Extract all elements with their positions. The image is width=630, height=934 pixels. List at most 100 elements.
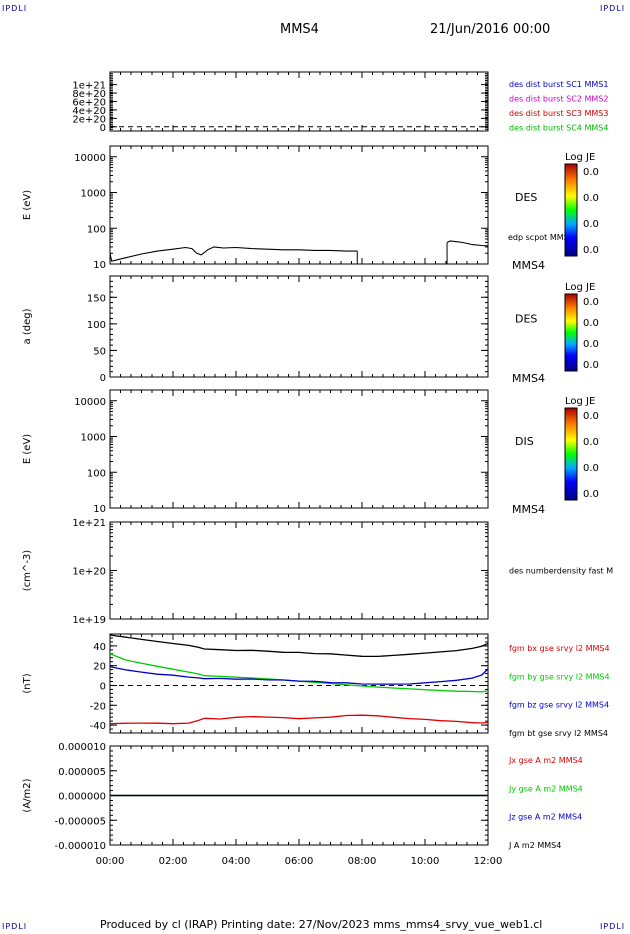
y-tick-label: 1e+21 xyxy=(72,81,106,92)
series-line-fgm-bz xyxy=(109,666,489,685)
x-tick-label: 02:00 xyxy=(159,856,188,867)
y-tick-label: 50 xyxy=(93,346,106,357)
corner-label-bottom-left: IPDLI xyxy=(2,922,28,931)
panel-frame xyxy=(109,521,489,620)
overlay-legend-label: edp scpot MMS4 xyxy=(508,233,574,242)
colorbar-tick-label: 0.0 xyxy=(583,411,599,422)
y-tick-label: 150 xyxy=(87,293,106,304)
y-tick-label: 1e+19 xyxy=(72,615,106,626)
colorbar-title: Log JE xyxy=(565,282,595,293)
y-tick-label: 10 xyxy=(93,260,106,271)
y-tick-label: 10000 xyxy=(74,397,106,408)
colorbar-tick-label: 0.0 xyxy=(583,360,599,371)
y-axis-label: (cm^-3) xyxy=(22,550,33,591)
panel-instrument-label: DIS xyxy=(515,435,534,448)
y-tick-label: 0.000000 xyxy=(58,792,106,803)
legend-label: des dist burst SC4 MMS4 xyxy=(509,124,608,133)
y-tick-label: 100 xyxy=(87,468,106,479)
y-tick-label: 10 xyxy=(93,504,106,515)
colorbar-tick-label: 0.0 xyxy=(583,245,599,256)
y-tick-label: 0.000010 xyxy=(58,742,106,753)
legend-label: des dist burst SC3 MMS3 xyxy=(509,109,608,118)
y-tick-label: 1000 xyxy=(81,189,106,200)
y-axis-label: E (eV) xyxy=(22,434,33,464)
corner-label-top-right: IPDLI xyxy=(600,4,626,13)
y-tick-label: 2e+20 xyxy=(72,114,106,125)
colorbar-tick-label: 0.0 xyxy=(583,193,599,204)
legend-label: J A m2 MMS4 xyxy=(508,841,561,850)
y-tick-label: 40 xyxy=(93,642,106,653)
date-title: 21/Jun/2016 00:00 xyxy=(430,22,551,37)
legend-label: Jy gse A m2 MMS4 xyxy=(508,784,583,793)
y-tick-label: -0.000005 xyxy=(55,816,106,827)
y-tick-label: -20 xyxy=(90,701,106,712)
x-tick-label: 00:00 xyxy=(96,856,125,867)
panel-frame xyxy=(109,145,489,265)
y-axis-label: (nT) xyxy=(22,673,33,693)
x-tick-label: 08:00 xyxy=(348,856,377,867)
panel-spacecraft-label: MMS4 xyxy=(512,503,545,516)
scpot-line xyxy=(109,246,358,262)
colorbar-tick-label: 0.0 xyxy=(583,297,599,308)
panel-frame xyxy=(109,389,489,509)
y-tick-label: 1e+21 xyxy=(72,518,106,529)
y-tick-label: 0.000005 xyxy=(58,767,106,778)
colorbar-tick-label: 0.0 xyxy=(583,339,599,350)
legend-label: Jz gse A m2 MMS4 xyxy=(508,813,582,822)
legend-label: fgm bx gse srvy l2 MMS4 xyxy=(509,644,610,653)
y-tick-label: 0 xyxy=(100,123,106,134)
x-tick-label: 04:00 xyxy=(222,856,251,867)
y-tick-label: -0.000010 xyxy=(55,841,106,852)
x-tick-label: 10:00 xyxy=(411,856,440,867)
series-line-fgm-bx xyxy=(109,714,489,725)
panel-spacecraft-label: MMS4 xyxy=(512,259,545,272)
y-tick-label: 0 xyxy=(100,681,106,692)
y-tick-label: 8e+20 xyxy=(72,89,106,100)
panel-instrument-label: DES xyxy=(515,191,537,204)
legend-label: Jx gse A m2 MMS4 xyxy=(508,756,583,765)
footer-text: Produced by cl (IRAP) Printing date: 27/… xyxy=(100,918,543,931)
spacecraft-title: MMS4 xyxy=(280,22,319,37)
y-tick-label: 1000 xyxy=(81,433,106,444)
legend-label: des dist burst SC2 MMS2 xyxy=(509,95,608,104)
panel-spacecraft-label: MMS4 xyxy=(512,372,545,385)
panel-frame xyxy=(109,275,489,378)
series-line-fgm-by xyxy=(109,653,489,693)
series-line-fgm-bt xyxy=(109,634,489,658)
scpot-line xyxy=(446,240,489,247)
y-tick-label: 100 xyxy=(87,320,106,331)
legend-label: des numberdensity fast M xyxy=(509,567,613,576)
legend-label: fgm bt gse srvy l2 MMS4 xyxy=(509,729,608,738)
colorbar xyxy=(564,293,578,372)
colorbar-tick-label: 0.0 xyxy=(583,437,599,448)
y-tick-label: 10000 xyxy=(74,153,106,164)
y-axis-label: E (eV) xyxy=(22,190,33,220)
y-axis-label: a (deg) xyxy=(22,308,33,344)
y-tick-label: 4e+20 xyxy=(72,106,106,117)
colorbar-tick-label: 0.0 xyxy=(583,489,599,500)
y-tick-label: 0 xyxy=(100,373,106,384)
colorbar xyxy=(564,407,578,501)
colorbar-tick-label: 0.0 xyxy=(583,318,599,329)
colorbar-tick-label: 0.0 xyxy=(583,463,599,474)
colorbar-tick-label: 0.0 xyxy=(583,167,599,178)
panel-frame xyxy=(109,71,489,132)
panel-instrument-label: DES xyxy=(515,313,537,326)
y-tick-label: 1e+20 xyxy=(72,567,106,578)
x-tick-label: 06:00 xyxy=(285,856,314,867)
corner-label-bottom-right: IPDLI xyxy=(600,922,626,931)
y-tick-label: 20 xyxy=(93,662,106,673)
y-tick-label: -40 xyxy=(90,721,106,732)
legend-label: fgm bz gse srvy l2 MMS4 xyxy=(509,701,609,710)
legend-label: fgm by gse srvy l2 MMS4 xyxy=(509,672,610,681)
y-tick-label: 6e+20 xyxy=(72,98,106,109)
colorbar-tick-label: 0.0 xyxy=(583,219,599,230)
y-axis-label: (A/m2) xyxy=(22,778,33,812)
legend-label: des dist burst SC1 MMS1 xyxy=(509,80,608,89)
x-tick-label: 12:00 xyxy=(474,856,503,867)
y-tick-label: 100 xyxy=(87,224,106,235)
colorbar xyxy=(564,163,578,257)
corner-label-top-left: IPDLI xyxy=(2,4,28,13)
colorbar-title: Log JE xyxy=(565,396,595,407)
